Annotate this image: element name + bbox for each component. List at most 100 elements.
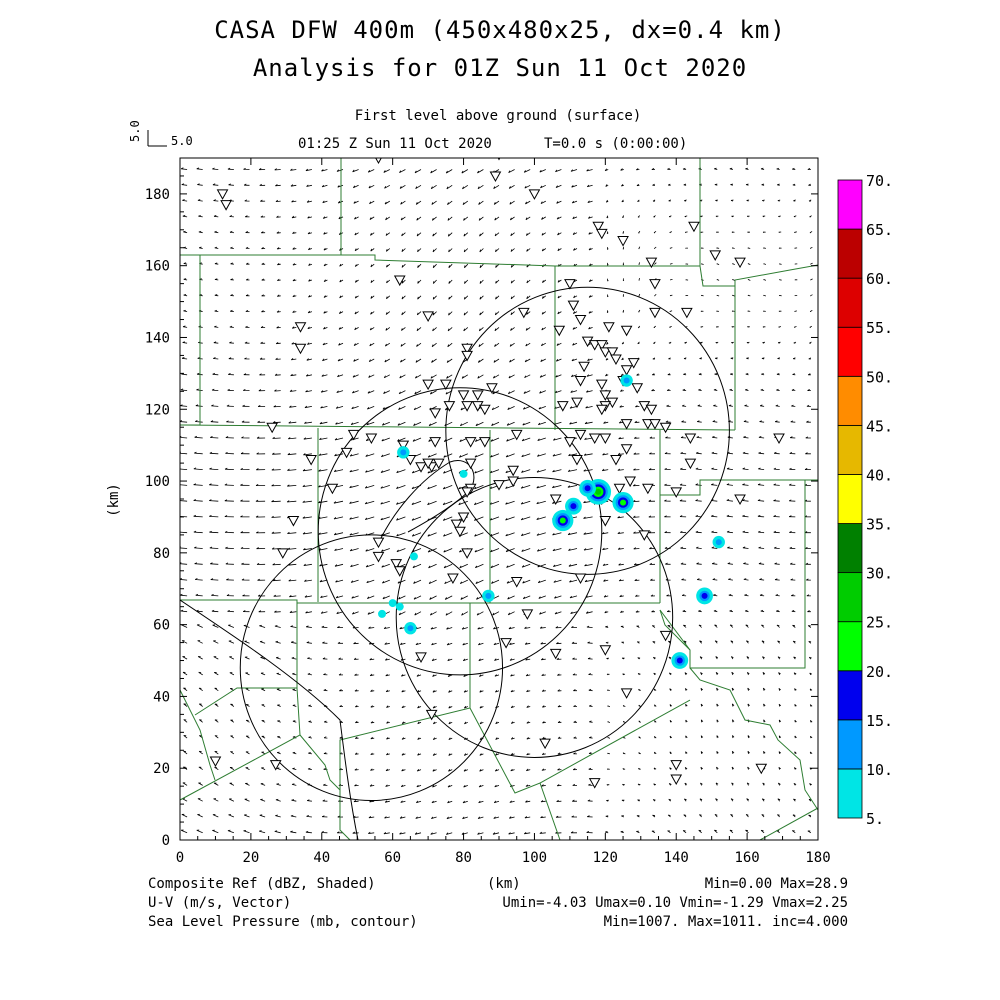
station-marker	[595, 228, 608, 240]
colorbar-label: 10.	[866, 761, 893, 779]
echo-cell	[570, 503, 577, 510]
station-marker	[415, 462, 427, 473]
station-marker	[578, 361, 590, 373]
station-marker	[599, 516, 612, 527]
field-wind-label: U-V (m/s, Vector)	[148, 895, 292, 911]
echo-cell	[595, 488, 602, 495]
station-marker	[507, 476, 520, 488]
station-marker	[649, 419, 661, 430]
station-marker	[688, 221, 700, 233]
pressure-stats: Min=1007. Max=1011. inc=4.000	[603, 914, 848, 930]
echo-cell	[623, 377, 630, 384]
station-marker	[528, 189, 541, 200]
station-marker	[500, 638, 512, 649]
x-tick-label: 40	[313, 850, 330, 866]
station-marker	[269, 760, 282, 771]
sea-level-pressure-contours	[180, 460, 475, 840]
station-marker	[620, 419, 633, 430]
county-boundary	[180, 687, 301, 801]
station-marker	[478, 404, 491, 416]
station-marker	[365, 433, 378, 445]
station-marker	[599, 433, 612, 445]
county-boundary	[689, 667, 818, 811]
level-label: First level above ground (surface)	[354, 108, 642, 124]
y-tick-label: 120	[145, 402, 170, 418]
colorbar-label: 15.	[866, 712, 893, 730]
y-tick-label: 20	[153, 761, 170, 777]
station-marker	[556, 401, 569, 412]
county-boundary	[659, 609, 691, 651]
county-boundary	[759, 807, 818, 840]
echo-cell	[584, 485, 591, 492]
y-tick-label: 160	[145, 259, 170, 275]
station-marker	[486, 383, 498, 394]
station-marker	[595, 379, 608, 391]
station-marker	[588, 340, 601, 351]
station-marker	[592, 221, 605, 233]
station-marker	[510, 429, 523, 441]
station-marker	[422, 379, 434, 391]
echo-cell	[388, 599, 397, 608]
county-boundaries	[180, 158, 818, 840]
station-marker	[429, 437, 442, 448]
station-marker	[681, 307, 693, 319]
county-boundary	[180, 424, 736, 431]
station-marker	[457, 390, 470, 401]
county-boundary	[469, 707, 561, 840]
echo-cell	[485, 592, 492, 599]
station-marker	[450, 519, 463, 531]
station-marker	[624, 476, 636, 488]
station-marker	[567, 300, 580, 312]
station-marker	[603, 322, 615, 333]
station-marker	[287, 516, 300, 527]
station-marker	[638, 530, 651, 541]
station-marker	[571, 397, 583, 409]
colorbar-label: 40.	[866, 466, 893, 484]
station-marker	[564, 437, 576, 448]
station-marker	[564, 279, 576, 290]
x-tick-label: 180	[805, 850, 830, 866]
station-marker	[549, 494, 562, 506]
station-marker	[390, 559, 403, 570]
station-marker	[574, 376, 587, 387]
station-marker	[397, 440, 410, 452]
radar-range-rings	[239, 286, 730, 802]
chart-title: CASA DFW 400m (450x480x25, dx=0.4 km)	[214, 16, 786, 44]
station-marker	[305, 455, 317, 466]
y-axis-title: (km)	[106, 483, 122, 517]
x-axis-title: (km)	[487, 876, 521, 892]
station-marker	[610, 354, 622, 366]
x-tick-label: 80	[455, 850, 472, 866]
colorbar-label: 25.	[866, 614, 893, 632]
colorbar-label: 5.	[866, 810, 884, 828]
forecast-time-label: T=0.0 s (0:00:00)	[544, 136, 688, 152]
field-reflectivity-label: Composite Ref (dBZ, Shaded)	[148, 876, 376, 892]
county-boundary	[180, 254, 201, 426]
reflectivity-stats: Min=0.00 Max=28.9	[704, 876, 848, 892]
colorbar-label: 60.	[866, 270, 893, 288]
colorbar-swatch	[837, 326, 863, 377]
echo-cell	[620, 499, 627, 506]
station-marker	[439, 379, 452, 391]
station-marker	[631, 383, 644, 394]
county-boundary	[340, 158, 701, 267]
wind-vector-field	[180, 167, 813, 835]
station-marker	[617, 236, 629, 247]
station-marker	[620, 688, 633, 699]
station-marker	[606, 347, 619, 358]
echo-cell	[459, 469, 468, 478]
station-marker	[461, 350, 473, 362]
colorbar-label: 50.	[866, 368, 893, 386]
station-marker	[517, 307, 530, 319]
echo-cell	[378, 609, 387, 618]
station-marker	[461, 343, 473, 355]
station-marker	[571, 455, 583, 466]
colorbar-swatch	[837, 277, 863, 328]
station-marker	[684, 458, 697, 470]
county-boundary	[660, 479, 818, 496]
station-marker	[553, 325, 566, 337]
station-marker	[447, 573, 459, 584]
colorbar-swatch	[837, 670, 863, 721]
station-marker	[276, 548, 289, 559]
